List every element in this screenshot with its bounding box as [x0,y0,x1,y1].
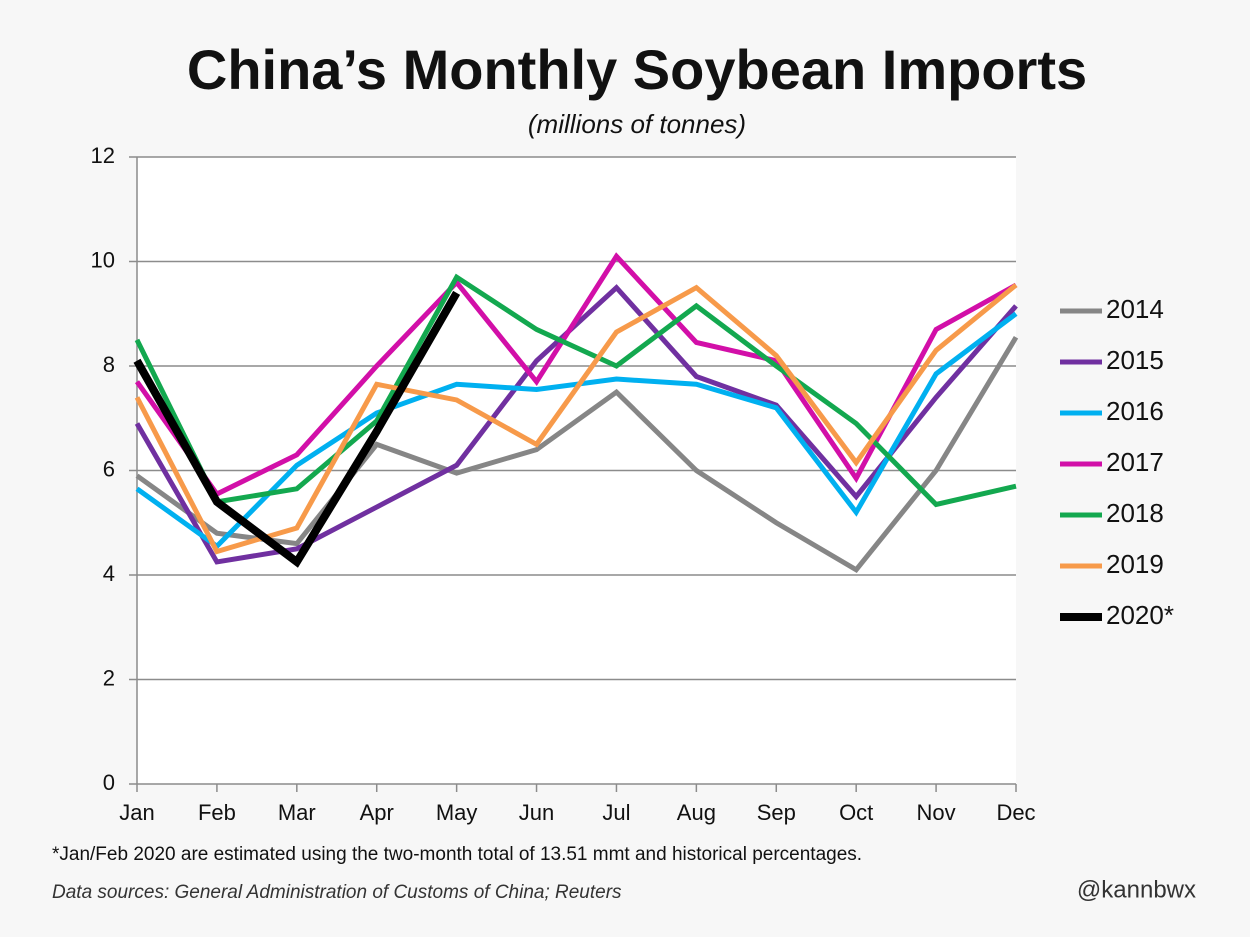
legend-label: 2015 [1106,345,1164,375]
x-tick-label: Dec [996,800,1035,825]
legend-label: 2014 [1106,294,1164,324]
x-tick-label: Jul [602,800,630,825]
x-tick-label: Jan [119,800,154,825]
x-tick-label: Apr [360,800,394,825]
x-tick-label: Feb [198,800,236,825]
series-line [134,273,1017,508]
chart-title: China’s Monthly Soybean Imports [187,38,1087,101]
y-tick-label: 8 [103,352,115,377]
source: Data sources: General Administration of … [52,882,622,903]
chart-subtitle: (millions of tonnes) [528,109,746,139]
x-tick-label: Nov [917,800,956,825]
x-tick-label: Sep [757,800,796,825]
series-line [134,283,1018,555]
legend-label: 2018 [1106,498,1164,528]
legend-label: 2020* [1106,600,1174,630]
series-line [133,290,461,568]
x-tick-label: Aug [677,800,716,825]
x-tick-label: Oct [839,800,873,825]
y-tick-label: 0 [103,770,115,795]
y-tick-label: 12 [91,143,115,168]
y-tick-label: 2 [103,665,115,690]
credit: @kannbwx [1077,876,1196,903]
x-tick-label: May [436,800,478,825]
y-tick-label: 4 [103,561,115,586]
legend-label: 2019 [1106,549,1164,579]
series-line [135,335,1019,574]
legend-label: 2016 [1106,396,1164,426]
x-tick-label: Mar [278,800,316,825]
series-line [134,252,1018,498]
footnote: *Jan/Feb 2020 are estimated using the tw… [52,844,862,865]
y-tick-label: 6 [103,456,115,481]
x-tick-label: Jun [519,800,554,825]
y-tick-label: 10 [91,247,115,272]
legend-label: 2017 [1106,447,1164,477]
